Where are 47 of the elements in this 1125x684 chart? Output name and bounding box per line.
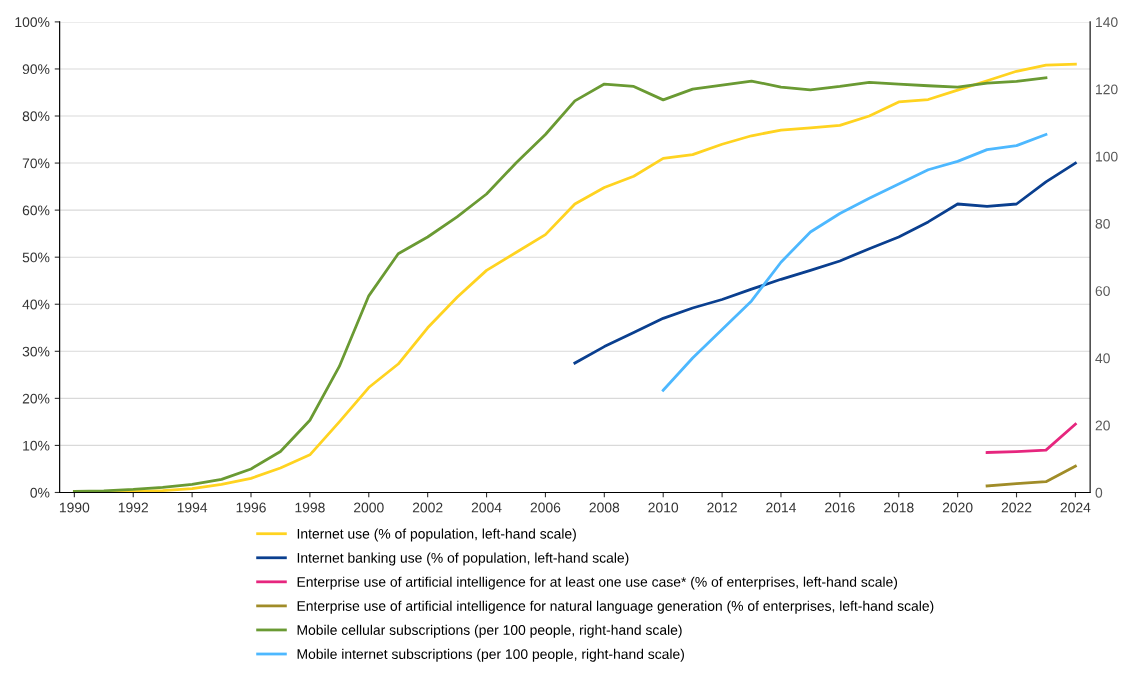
x-tick-label: 2022 [1001,502,1032,513]
y-tick-label: 60% [22,205,50,216]
x-tick-label: 1998 [295,502,325,513]
legend-label: Enterprise use of artificial intelligence for natural language generation (% of enterprises, left-hand scale) [297,600,934,614]
x-tick-label: 2010 [648,502,679,513]
y2-tick-label: 0 [1095,487,1103,498]
y2-tick-label: 100 [1096,151,1118,162]
y-tick-label: 0% [30,487,50,498]
x-tick-label: 2016 [825,502,855,513]
x-tick-label: 1994 [177,502,208,513]
x-tick-label: 2004 [471,502,502,513]
y2-tick-label: 20 [1095,420,1110,431]
legend-label: Mobile cellular subscriptions (per 100 people, right-hand scale) [297,624,682,638]
x-tick-label: 2008 [589,502,620,513]
line-series [985,464,1077,488]
line-series [661,133,1048,392]
y-tick-label: 30% [22,346,50,357]
x-tick-label: 1996 [236,502,266,513]
y2-tick-label: 140 [1096,17,1118,28]
x-tick-label: 2012 [707,502,737,513]
x-tick-label: 1990 [59,502,90,513]
y2-tick-label: 120 [1096,84,1118,95]
y-tick-label: 40% [22,299,50,310]
x-tick-label: 2024 [1060,502,1091,513]
y2-tick-label: 80 [1095,218,1110,229]
y-tick-label: 10% [23,440,50,451]
y2-tick-label: 40 [1095,353,1110,364]
x-tick-label: 2000 [354,502,384,513]
x-tick-label: 2018 [884,502,914,513]
line-series [573,161,1077,365]
x-tick-label: 2020 [942,502,973,513]
x-tick-label: 1992 [118,502,148,513]
y-tick-label: 70% [22,158,50,169]
x-tick-label: 2002 [412,502,443,513]
legend-label: Mobile internet subscriptions (per 100 people, right-hand scale) [297,648,684,662]
y-tick-label: 100% [15,17,50,28]
y-tick-label: 80% [22,111,50,122]
y-tick-label: 90% [22,64,50,75]
x-tick-label: 2014 [766,502,797,513]
x-tick-label: 2006 [530,502,561,513]
y-tick-label: 20% [22,393,50,404]
legend-label: Enterprise use of artificial intelligence for at least one use case* (% of enterprises, left-hand scale) [297,576,898,590]
line-series [985,422,1077,454]
legend-label: Internet use (% of population, left-hand scale) [297,528,576,542]
legend-label: Internet banking use (% of population, left-hand scale) [297,552,629,566]
y-tick-label: 50% [22,252,50,263]
y2-tick-label: 60 [1095,286,1110,296]
